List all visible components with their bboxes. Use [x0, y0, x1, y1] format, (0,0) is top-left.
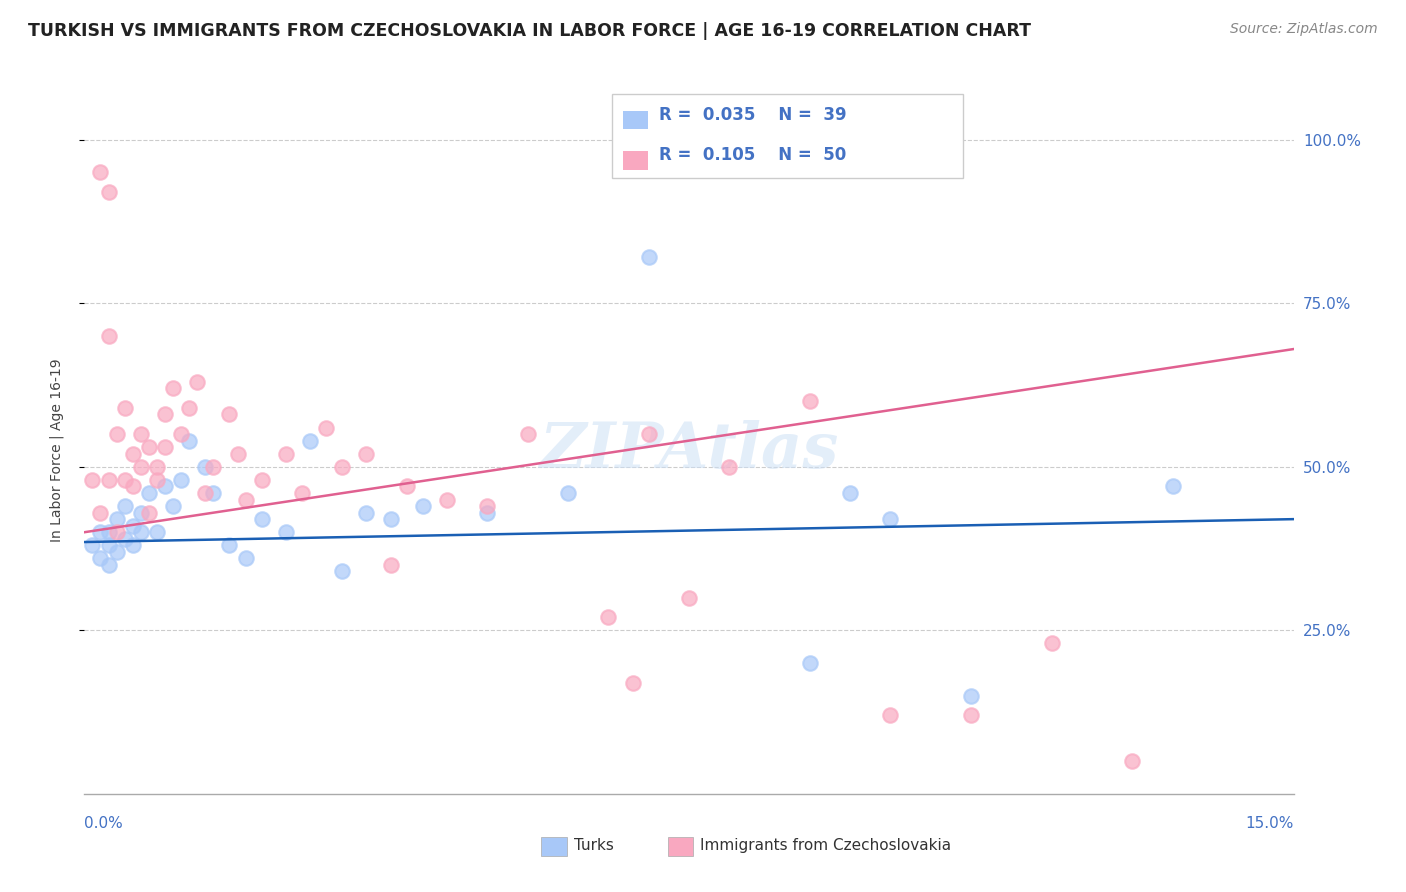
Point	[153, 440, 176, 454]
Point	[146, 525, 169, 540]
Point	[274, 525, 297, 540]
Point	[218, 408, 240, 422]
Point	[162, 499, 184, 513]
Point	[153, 479, 176, 493]
Point	[356, 447, 378, 461]
Point	[250, 473, 273, 487]
Point	[129, 506, 152, 520]
Point	[799, 656, 821, 670]
Point	[621, 675, 644, 690]
Point	[121, 518, 143, 533]
Point	[129, 459, 152, 474]
Point	[315, 420, 337, 434]
Point	[356, 506, 378, 520]
Point	[105, 512, 128, 526]
Point	[138, 506, 160, 520]
Point	[146, 473, 169, 487]
Point	[598, 610, 620, 624]
Text: 0.0%: 0.0%	[84, 816, 124, 831]
Point	[226, 447, 249, 461]
Point	[291, 486, 314, 500]
Point	[97, 538, 120, 552]
Point	[146, 459, 169, 474]
Point	[97, 525, 120, 540]
Point	[82, 538, 104, 552]
Point	[380, 558, 402, 572]
Text: Source: ZipAtlas.com: Source: ZipAtlas.com	[1230, 22, 1378, 37]
Y-axis label: In Labor Force | Age 16-19: In Labor Force | Age 16-19	[49, 359, 63, 542]
Point	[235, 492, 257, 507]
Point	[678, 591, 700, 605]
Point	[218, 538, 240, 552]
Point	[194, 486, 217, 500]
Point	[330, 565, 353, 579]
Point	[879, 512, 901, 526]
Point	[114, 532, 136, 546]
Text: TURKISH VS IMMIGRANTS FROM CZECHOSLOVAKIA IN LABOR FORCE | AGE 16-19 CORRELATION: TURKISH VS IMMIGRANTS FROM CZECHOSLOVAKI…	[28, 22, 1031, 40]
Point	[202, 486, 225, 500]
Point	[477, 499, 499, 513]
Point	[170, 473, 193, 487]
Point	[380, 512, 402, 526]
Point	[97, 329, 120, 343]
Point	[299, 434, 322, 448]
Point	[162, 381, 184, 395]
Point	[82, 473, 104, 487]
Point	[637, 427, 659, 442]
Text: ZIPAtlas: ZIPAtlas	[540, 420, 838, 481]
Point	[114, 401, 136, 415]
Point	[89, 525, 111, 540]
Point	[179, 401, 201, 415]
Point	[97, 473, 120, 487]
Point	[718, 459, 741, 474]
Point	[138, 486, 160, 500]
Point	[105, 525, 128, 540]
Point	[89, 551, 111, 566]
Point	[121, 447, 143, 461]
Point	[637, 251, 659, 265]
Point	[1161, 479, 1184, 493]
Point	[250, 512, 273, 526]
Point	[114, 473, 136, 487]
Point	[235, 551, 257, 566]
Point	[121, 479, 143, 493]
Point	[129, 525, 152, 540]
Point	[839, 486, 862, 500]
Text: Immigrants from Czechoslovakia: Immigrants from Czechoslovakia	[700, 838, 952, 853]
Point	[170, 427, 193, 442]
Point	[179, 434, 201, 448]
Point	[194, 459, 217, 474]
Point	[1040, 636, 1063, 650]
Point	[129, 427, 152, 442]
Point	[114, 499, 136, 513]
Point	[202, 459, 225, 474]
Point	[105, 427, 128, 442]
Point	[121, 538, 143, 552]
Point	[186, 375, 208, 389]
Point	[89, 165, 111, 179]
Point	[395, 479, 418, 493]
Point	[330, 459, 353, 474]
Point	[557, 486, 579, 500]
Point	[436, 492, 458, 507]
Point	[89, 506, 111, 520]
Point	[477, 506, 499, 520]
Point	[412, 499, 434, 513]
Point	[138, 440, 160, 454]
Point	[799, 394, 821, 409]
Text: Turks: Turks	[574, 838, 613, 853]
Text: R =  0.105    N =  50: R = 0.105 N = 50	[659, 145, 846, 163]
Point	[153, 408, 176, 422]
Point	[97, 185, 120, 199]
Point	[960, 708, 983, 723]
Point	[274, 447, 297, 461]
Text: R =  0.035    N =  39: R = 0.035 N = 39	[659, 106, 846, 124]
Point	[1121, 754, 1143, 768]
Point	[105, 545, 128, 559]
Point	[97, 558, 120, 572]
Point	[960, 689, 983, 703]
Text: 15.0%: 15.0%	[1246, 816, 1294, 831]
Point	[516, 427, 538, 442]
Point	[879, 708, 901, 723]
